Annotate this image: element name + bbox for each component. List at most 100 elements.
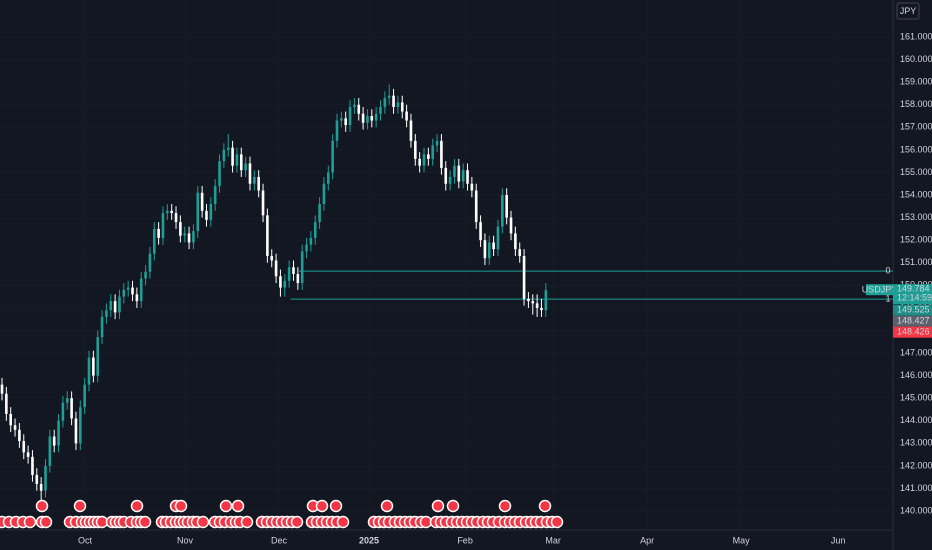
candle-body [92,357,95,376]
x-tick-label: Apr [640,535,654,545]
candle-body [118,296,121,313]
candle-body [79,407,82,444]
price-label: 149.784 [897,284,930,294]
currency-box[interactable] [896,2,920,20]
candle-body [492,242,495,250]
candle-body [170,210,173,214]
event-icon [240,515,254,529]
candle-body [261,190,265,216]
symbol-label: USDJPY [862,285,898,295]
candle-body [266,215,269,256]
candle-body [144,271,147,279]
y-tick-label: 141.000 [900,483,932,493]
candle-body [87,357,91,385]
candle-body [209,204,213,220]
candle-body [383,97,387,107]
candle-body [487,242,491,259]
candle-body [300,251,304,284]
event-icon [290,515,304,529]
candle-body [448,176,452,184]
candle-body [318,204,321,223]
candle-body [544,290,548,311]
candle-body [535,303,539,308]
event-icon [39,515,53,529]
price-tag [893,304,932,316]
candle-body [392,95,395,107]
candle-body [226,147,230,150]
candle-body [453,165,456,177]
y-tick-label: 159.000 [900,77,932,87]
candle-body [148,253,152,272]
candle-body [305,244,308,252]
candle-body [283,280,287,288]
x-tick-label: Nov [177,535,194,545]
candle-body [179,222,182,236]
candle-body [253,176,256,184]
candle-body [518,249,522,256]
candle-body [509,217,513,234]
candle-body [540,307,543,311]
candle-body [483,240,487,259]
candle-body [348,106,352,126]
y-tick-label: 152.000 [900,235,932,245]
candle-body [183,233,187,236]
candle-body [196,192,200,232]
event-icon [336,515,350,529]
candle-body [270,255,274,261]
candle-body [122,289,126,297]
candle-body [501,195,504,227]
candle-body [461,170,465,182]
candle-body [313,222,317,238]
candle-body [335,120,339,141]
event-icon [23,515,37,529]
candle-body [287,267,291,281]
candle-body [0,384,4,394]
y-tick-label: 157.000 [900,122,932,132]
level-label: 0 [885,265,890,275]
candle-body [400,102,404,112]
y-tick-label: 160.000 [900,54,932,64]
candle-body [187,233,191,243]
price-tag [893,315,932,327]
candle-body [113,301,117,313]
candle-body [26,452,30,457]
candle-body [166,210,169,214]
candle-body [396,102,400,107]
candle-body [57,420,60,446]
y-tick-label: 155.000 [900,167,932,177]
event-icon [446,499,460,513]
y-tick-label: 161.000 [900,31,932,41]
event-icon [329,499,343,513]
candle-body [457,165,461,182]
candle-body [61,402,65,421]
candle-body [474,190,478,223]
candle-body [239,154,243,171]
candle-body [126,287,130,290]
candle-body [244,163,247,171]
currency: JPY [900,6,917,16]
event-icon [73,499,87,513]
event-icon [35,499,49,513]
y-tick-label: 153.000 [900,212,932,222]
price-label: 148.426 [897,327,930,337]
candle-body [414,140,417,159]
candle-body [322,183,326,205]
candle-body [496,226,500,250]
level-label: 1 [885,293,890,303]
candle-body [235,154,239,166]
event-icon [174,499,188,513]
price-tag [893,284,932,305]
x-tick-label: May [733,535,751,545]
x-tick-label: 2025 [359,535,379,545]
y-tick-label: 143.000 [900,438,932,448]
candle-body [139,278,143,302]
candle-body [470,183,474,191]
candle-body [100,316,104,338]
candle-body [35,474,39,484]
candle-body [200,192,204,211]
candle-body [296,274,300,284]
candle-body [279,276,282,288]
candle-body [374,113,378,121]
x-tick-label: Feb [457,535,473,545]
